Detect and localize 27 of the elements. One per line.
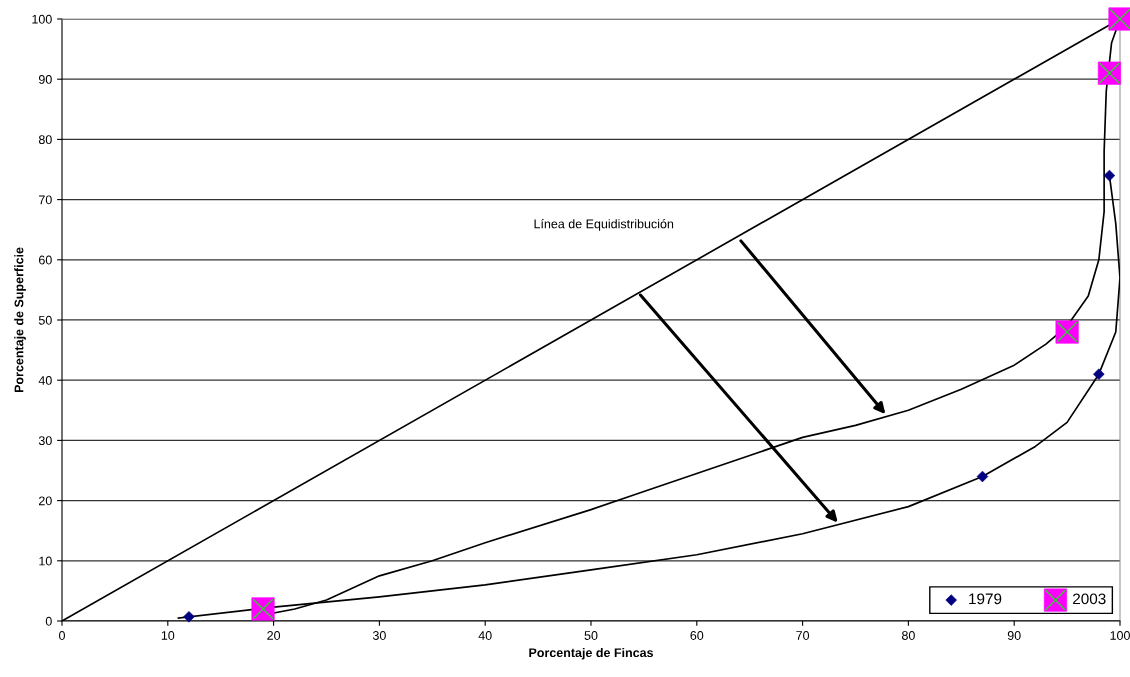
y-tick-label: 90 xyxy=(38,75,52,84)
y-tick-label: 50 xyxy=(38,315,52,325)
x-tick-label: 90 xyxy=(1007,631,1021,640)
y-tick-label: 60 xyxy=(39,255,52,265)
legend-label: 2003 xyxy=(1073,593,1106,605)
x-tick-label: 50 xyxy=(584,631,598,640)
y-tick-label: 10 xyxy=(39,556,52,566)
annotation: Línea de Equidistribución xyxy=(534,218,674,231)
y-axis-title: Porcentaje de Superficie xyxy=(14,247,26,393)
legend-label: 1979 xyxy=(969,593,1002,605)
x-tick-label: 40 xyxy=(478,631,492,640)
x-tick-label: 0 xyxy=(59,631,65,640)
x-tick-label: 20 xyxy=(267,631,281,640)
x-tick-label: 100 xyxy=(1110,631,1130,640)
x-tick-label: 30 xyxy=(372,631,386,640)
y-tick-label: 70 xyxy=(39,195,52,205)
y-tick-label: 40 xyxy=(38,376,52,385)
y-tick-label: 80 xyxy=(38,135,52,145)
y-tick-label: 100 xyxy=(32,14,52,24)
y-tick-label: 20 xyxy=(39,496,52,506)
y-tick-label: 30 xyxy=(38,436,52,446)
x-tick-label: 60 xyxy=(690,631,704,640)
y-tick-label: 0 xyxy=(45,616,52,626)
x-tick-label: 80 xyxy=(901,631,915,640)
x-tick-label: 10 xyxy=(161,631,175,640)
x-axis-title: Porcentaje de Fincas xyxy=(529,647,654,660)
x-tick-label: 70 xyxy=(796,631,810,640)
